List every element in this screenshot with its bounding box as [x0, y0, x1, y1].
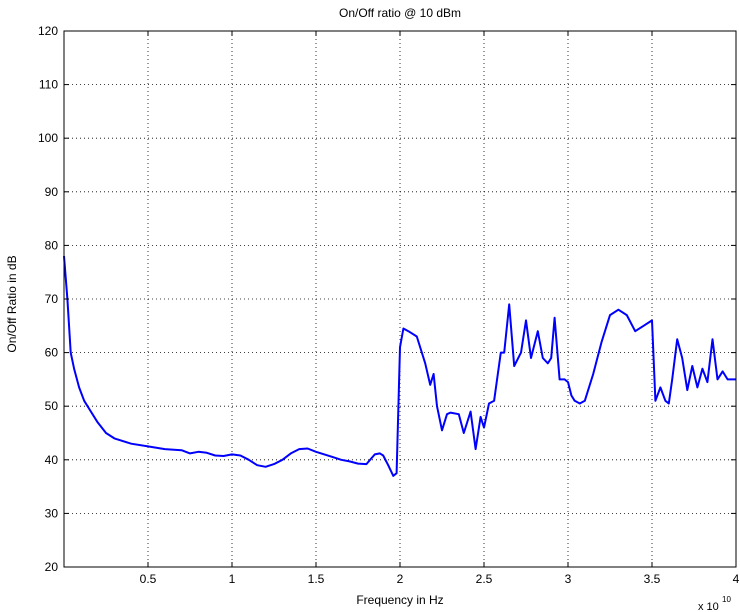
x-tick-label: 3: [565, 572, 572, 586]
series-line: [63, 256, 736, 477]
series-layer: [63, 256, 736, 477]
x-axis-label: Frequency in Hz: [356, 593, 443, 607]
x-tick-label: 4: [733, 572, 740, 586]
y-tick-label: 30: [45, 506, 59, 520]
y-tick-label: 120: [38, 24, 58, 38]
y-tick-label: 90: [45, 185, 59, 199]
x-tick-label: 3.5: [644, 572, 661, 586]
y-tick-label: 70: [45, 292, 59, 306]
x-axis-exponent-power: 10: [722, 595, 731, 604]
y-tick-label: 20: [45, 560, 59, 574]
y-axis-label: On/Off Ratio in dB: [5, 255, 19, 352]
y-tick-label: 50: [45, 399, 59, 413]
tick-marks: [64, 30, 737, 568]
y-tick-label: 60: [45, 346, 59, 360]
y-tick-label: 110: [39, 78, 58, 92]
x-axis-exponent-label: x 10: [698, 601, 719, 612]
x-tick-label: 1.5: [308, 572, 325, 586]
y-tick-label: 100: [38, 131, 58, 145]
chart-title: On/Off ratio @ 10 dBm: [339, 6, 461, 20]
x-tick-label: 2: [397, 572, 404, 586]
y-tick-label: 80: [45, 238, 59, 252]
grid-lines: [64, 31, 736, 567]
x-tick-label: 0.5: [140, 572, 157, 586]
y-tick-label: 40: [45, 453, 59, 467]
tick-labels: 0.5 1 1.5 2 2.5 3 3.5 4 20 30 40 50 60 70 80 90 100 110 12…: [38, 24, 740, 586]
x-tick-label: 2.5: [476, 572, 493, 586]
x-tick-label: 1: [229, 572, 236, 586]
